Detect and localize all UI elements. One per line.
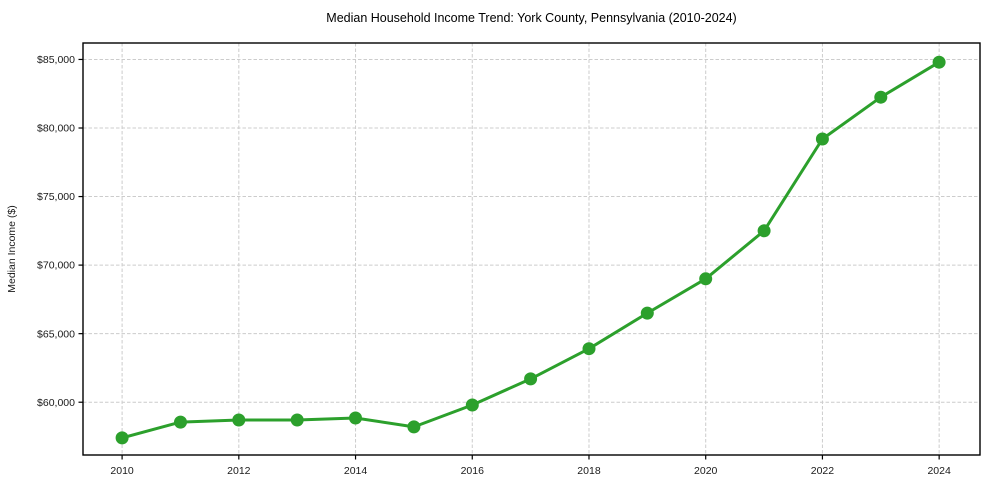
data-point-2019 [640, 306, 654, 320]
data-point-2010 [115, 431, 129, 445]
x-tick-label: 2018 [577, 465, 601, 477]
data-point-2013 [290, 413, 304, 427]
data-point-2014 [349, 411, 362, 425]
data-point-2012 [232, 413, 246, 427]
chart-title: Median Household Income Trend: York Coun… [326, 11, 736, 25]
data-point-2011 [174, 415, 187, 429]
data-point-2020 [699, 272, 713, 286]
y-tick-label: $85,000 [37, 54, 75, 66]
x-tick-label: 2012 [227, 465, 251, 477]
x-tick-label: 2024 [927, 465, 951, 477]
data-point-2016 [465, 398, 479, 412]
x-tick-label: 2010 [110, 465, 134, 477]
y-tick-label: $65,000 [37, 328, 75, 340]
data-series-group [115, 55, 946, 445]
data-point-2021 [757, 224, 771, 238]
data-point-2018 [582, 342, 596, 356]
x-tick-label: 2022 [811, 465, 835, 477]
data-point-2023 [874, 90, 888, 104]
y-axis-label: Median Income ($) [6, 205, 18, 293]
data-point-2015 [407, 420, 421, 434]
gridlines-group [83, 43, 980, 455]
plot-border [82, 42, 981, 456]
data-point-2022 [815, 132, 829, 146]
data-point-2024 [932, 55, 946, 69]
x-tick-label: 2016 [461, 465, 485, 477]
x-tick-label: 2020 [694, 465, 718, 477]
data-point-2017 [524, 372, 538, 386]
y-tick-label: $70,000 [37, 260, 75, 272]
y-tick-label: $80,000 [37, 123, 75, 135]
y-tick-label: $75,000 [37, 191, 75, 203]
axes-group: $60,000 $65,000 $70,000 $75,000 $80,000 $85,0… [37, 42, 981, 477]
y-tick-label: $60,000 [37, 397, 75, 409]
x-tick-label: 2014 [344, 465, 368, 477]
